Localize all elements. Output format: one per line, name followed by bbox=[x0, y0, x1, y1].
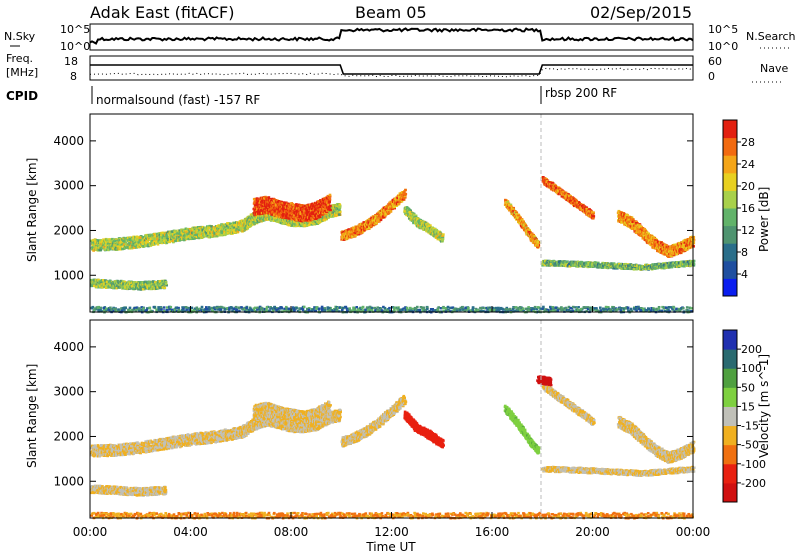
freq-frame bbox=[90, 56, 693, 80]
nsky-label: N.Sky bbox=[4, 30, 36, 43]
nsearch-tick-low: 10^0 bbox=[708, 40, 738, 53]
freq-panel: Freq. [MHz] 18 8 60 0 Nave bbox=[6, 52, 788, 83]
cpid-panel: CPID normalsound (fast) -157 RF rbsp 200… bbox=[6, 86, 617, 107]
cpid-mode-2: rbsp 200 RF bbox=[545, 86, 617, 100]
nsky-frame bbox=[90, 24, 693, 50]
nave-label: Nave bbox=[760, 62, 788, 75]
nsky-tick-high: 10^5 bbox=[60, 23, 90, 36]
nave-tick-low: 0 bbox=[708, 70, 715, 83]
nsky-tick-low: 10^0 bbox=[60, 40, 90, 53]
date-title: 02/Sep/2015 bbox=[590, 3, 692, 22]
scatter-cell bbox=[165, 235, 168, 237]
freq-label: Freq. bbox=[6, 52, 33, 65]
freq-tick-low: 8 bbox=[70, 70, 77, 83]
nsky-panel: N.Sky 10^5 10^0 10^5 10^0 N.Search bbox=[4, 23, 796, 53]
scatter-cell bbox=[210, 225, 213, 227]
nsearch-tick-high: 10^5 bbox=[708, 23, 738, 36]
freq-trace bbox=[90, 65, 693, 74]
nave-tick-high: 60 bbox=[708, 55, 722, 68]
power-data bbox=[90, 176, 695, 314]
scatter-cell bbox=[103, 248, 106, 250]
cpid-label: CPID bbox=[6, 89, 38, 103]
freq-unit: [MHz] bbox=[6, 66, 38, 79]
cpid-mode-1: normalsound (fast) -157 RF bbox=[96, 93, 260, 107]
nave-trace bbox=[90, 68, 693, 76]
figure: Adak East (fitACF) Beam 05 02/Sep/2015 N… bbox=[0, 0, 800, 554]
freq-tick-high: 18 bbox=[64, 55, 78, 68]
station-title: Adak East (fitACF) bbox=[90, 3, 234, 22]
beam-title: Beam 05 bbox=[355, 3, 427, 22]
nsearch-label: N.Search bbox=[746, 30, 796, 43]
scatter-cell bbox=[183, 239, 186, 241]
nsky-trace bbox=[90, 29, 693, 44]
